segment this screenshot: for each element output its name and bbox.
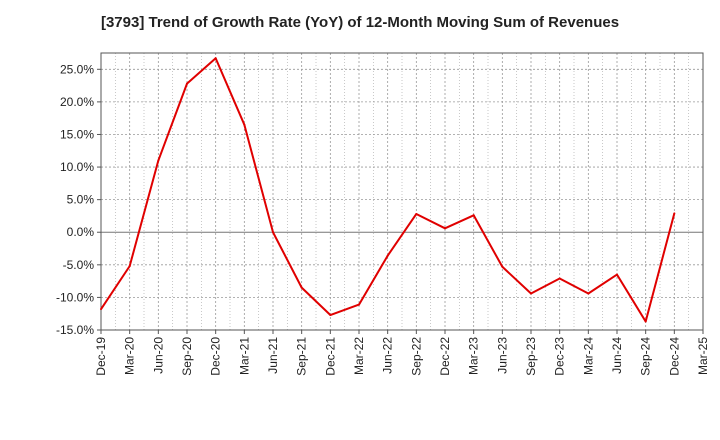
data-point	[616, 273, 618, 276]
x-tick-label: Sep-24	[639, 337, 653, 376]
y-tick-label: -10.0%	[56, 290, 94, 304]
data-point	[472, 214, 475, 217]
x-tick-label: Jun-22	[381, 337, 395, 374]
data-point	[243, 123, 246, 126]
x-tick-label: Dec-21	[323, 337, 337, 376]
y-axis-ticks: 25.0% 20.0% 15.0% 10.0% 5.0% 0.0% -5.0% -10.0% -…	[56, 62, 101, 337]
x-tick-label: Mar-21	[237, 337, 251, 375]
chart-title: [3793] Trend of Growth Rate (YoY) of 12-…	[100, 14, 620, 31]
grid	[100, 53, 704, 331]
data-point	[587, 292, 590, 295]
data-point	[558, 277, 561, 280]
data-point	[186, 82, 188, 85]
x-tick-label: Dec-24	[667, 337, 681, 376]
data-point	[673, 212, 676, 215]
x-tick-label: Sep-22	[409, 337, 423, 376]
y-tick-label: 20.0%	[60, 95, 94, 109]
x-tick-label: Sep-23	[524, 337, 538, 376]
x-tick-label: Mar-24	[581, 337, 595, 375]
y-tick-label: 0.0%	[67, 225, 95, 239]
x-tick-label: Jun-21	[266, 337, 280, 374]
x-tick-label: Jun-20	[151, 337, 165, 374]
y-tick-label: -5.0%	[63, 258, 95, 272]
axes	[100, 52, 704, 331]
data-point	[157, 159, 160, 162]
x-tick-label: Mar-25	[696, 337, 710, 375]
x-tick-label: Mar-20	[123, 337, 137, 375]
x-tick-label: Mar-23	[467, 337, 481, 375]
data-point	[358, 303, 360, 306]
x-axis-ticks: Dec-19 Mar-20 Jun-20 Sep-20 Dec-20 Mar-21 Jun-…	[94, 330, 710, 376]
data-point	[272, 231, 274, 234]
x-tick-label: Dec-23	[553, 337, 567, 376]
data-point	[329, 314, 332, 317]
series-layer	[100, 57, 676, 323]
data-point	[644, 320, 647, 323]
data-point	[415, 212, 418, 215]
plot-border	[100, 52, 704, 331]
data-point	[501, 265, 504, 268]
data-point	[444, 227, 446, 230]
x-tick-label: Dec-20	[209, 337, 223, 376]
y-tick-label: 15.0%	[60, 127, 94, 141]
y-tick-label: 10.0%	[60, 160, 94, 174]
data-point	[128, 265, 131, 268]
x-tick-label: Mar-22	[352, 337, 366, 375]
x-tick-label: Jun-24	[610, 337, 624, 374]
y-tick-label: 5.0%	[67, 193, 95, 207]
x-tick-label: Jun-23	[495, 337, 509, 374]
data-point	[300, 286, 303, 289]
data-point	[100, 308, 102, 311]
x-tick-label: Sep-21	[295, 337, 309, 376]
x-tick-label: Sep-20	[180, 337, 194, 376]
data-point	[386, 254, 389, 257]
data-point	[530, 292, 532, 295]
data-point	[214, 57, 217, 60]
y-tick-label: -15.0%	[56, 323, 94, 337]
x-tick-label: Dec-22	[438, 337, 452, 376]
y-tick-label: 25.0%	[60, 62, 94, 76]
x-tick-label: Dec-19	[94, 337, 108, 376]
